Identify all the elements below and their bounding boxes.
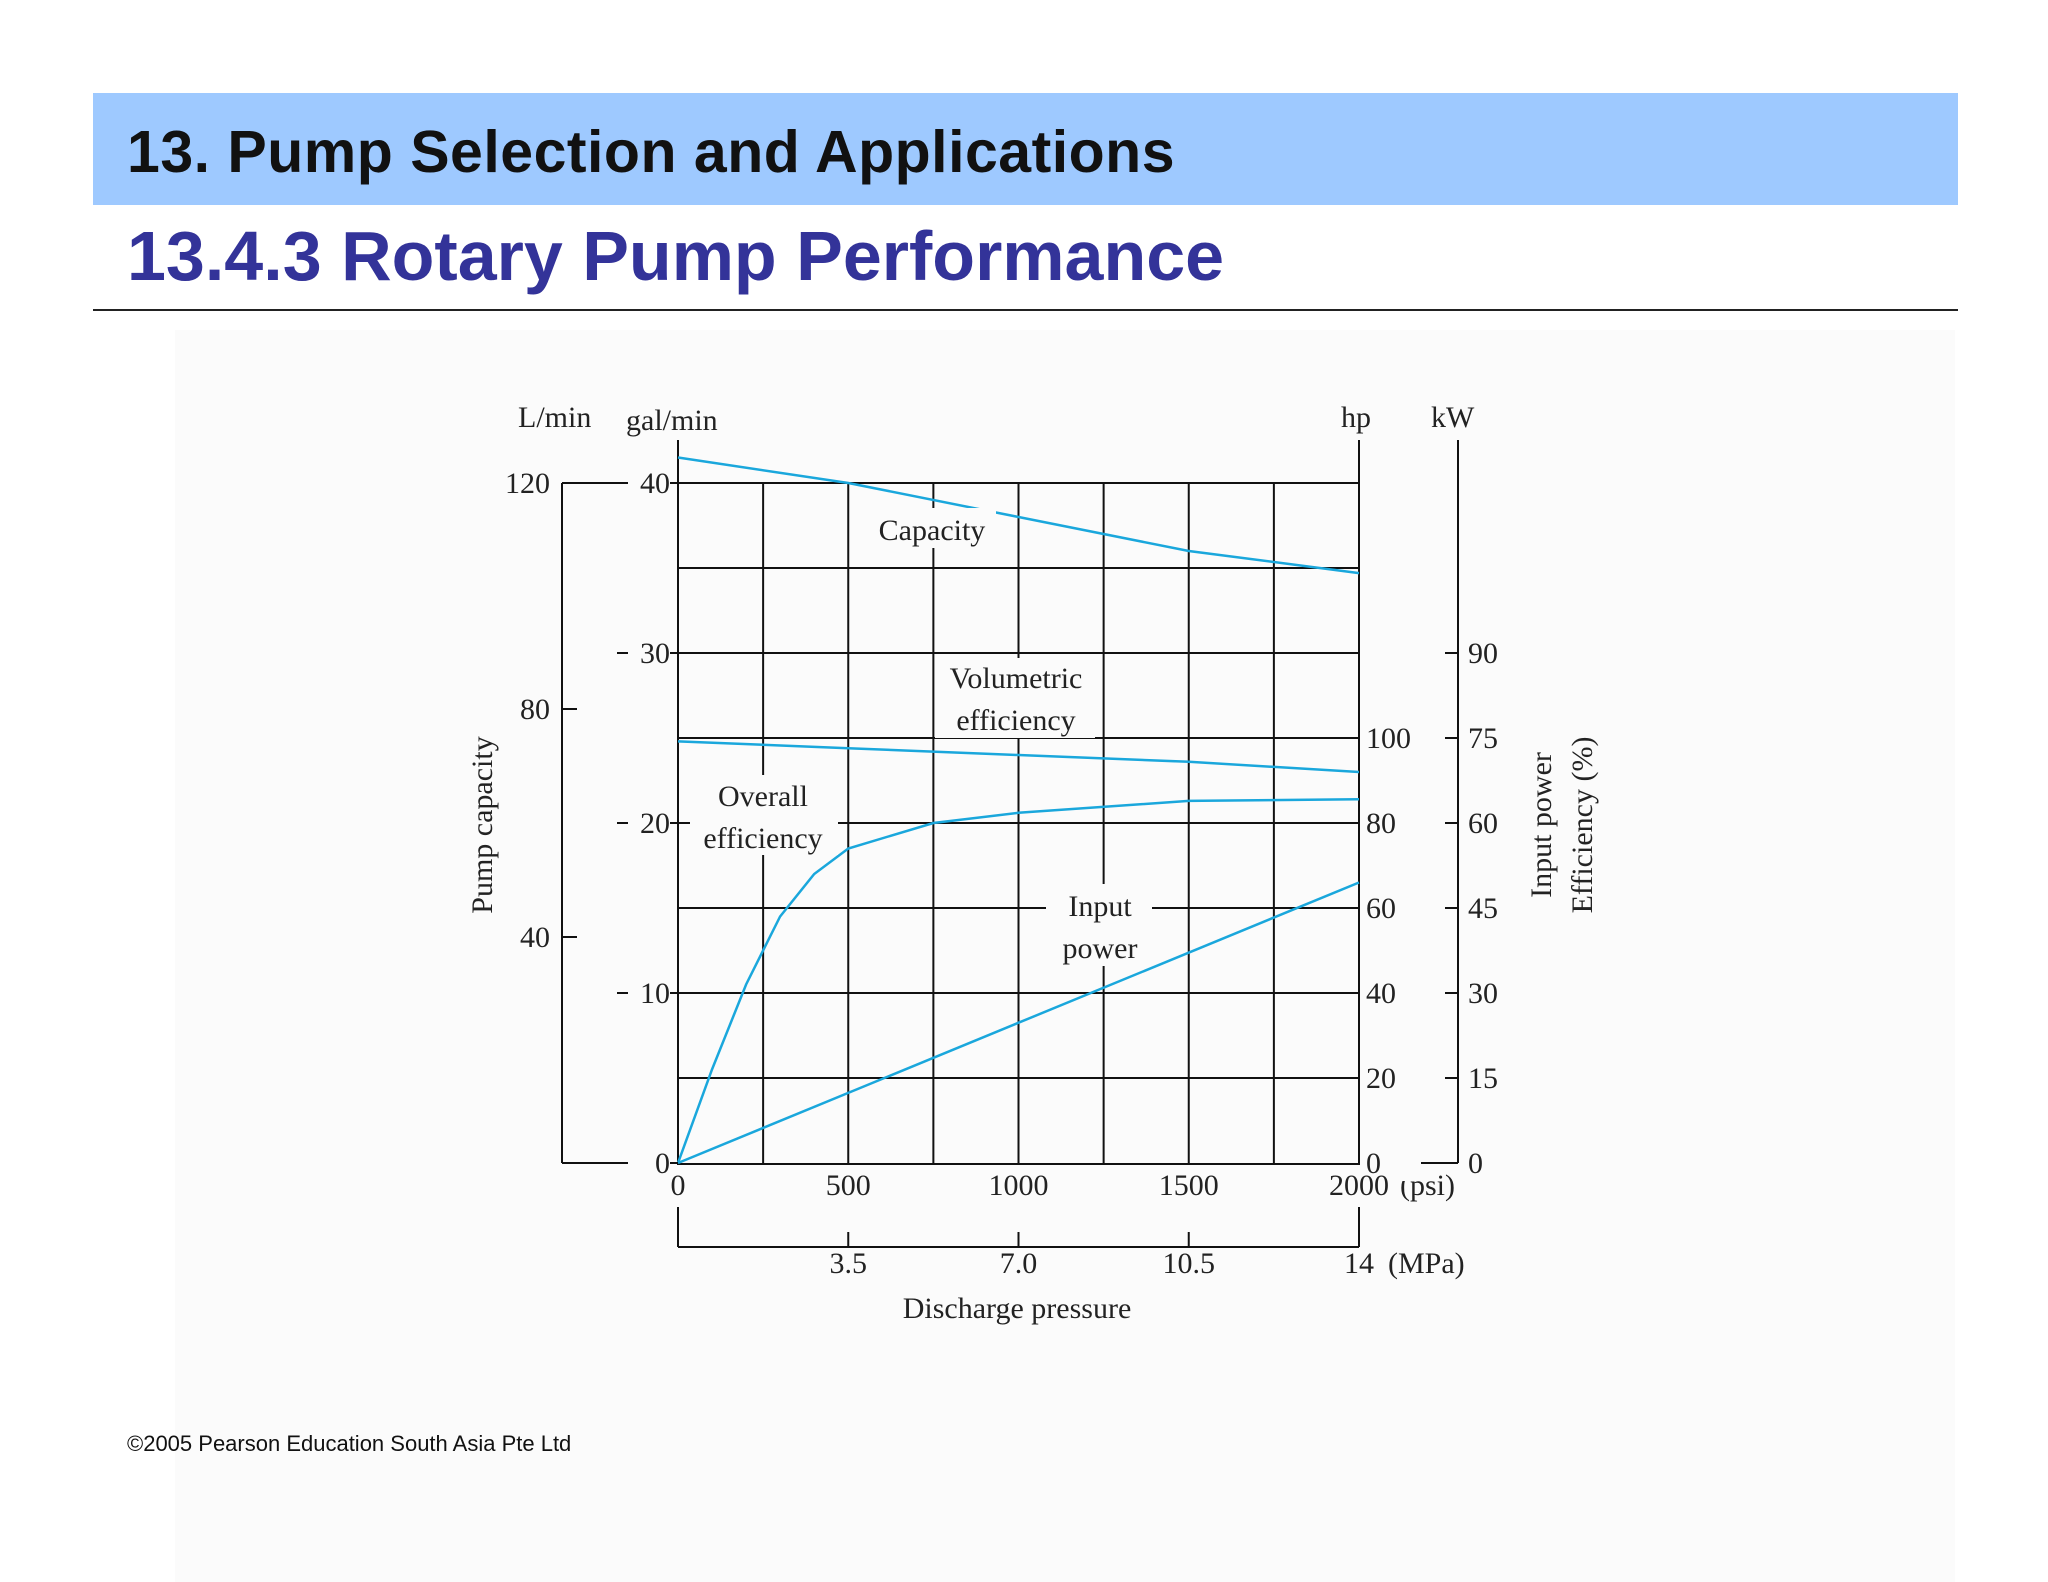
label-input-1: Input (1068, 890, 1132, 923)
input-label-bg (1046, 884, 1152, 966)
hp-tick-label-bg (1364, 803, 1416, 841)
hp-tick-label: 80 (1366, 807, 1396, 840)
pump-performance-chart: Capacity Volumetric efficiency Overall e… (466, 401, 1599, 1325)
pump-capacity-axis-title: Pump capacity (466, 736, 499, 913)
lmin-tick-label: 40 (520, 921, 550, 954)
unit-mpa: (MPa) (1388, 1247, 1465, 1280)
psi-tick-label: 2000 (1329, 1169, 1389, 1202)
overall-efficiency-line (676, 797, 1360, 1164)
kw-tick-label: 60 (1468, 807, 1498, 840)
hp-tick-label: 40 (1366, 977, 1396, 1010)
mpa-tick-label: 14 (1344, 1247, 1374, 1280)
unit-galmin: gal/min (626, 404, 718, 437)
psi-tick-label: 1500 (1159, 1169, 1219, 1202)
galmin-tick-label: 40 (640, 467, 670, 500)
chart-panel: Capacity Volumetric efficiency Overall e… (175, 330, 1955, 1582)
kw-tick-label: 90 (1468, 637, 1498, 670)
slide-heading: 13. Pump Selection and Applications (127, 119, 1176, 185)
efficiency-axis-title: Efficiency (%) (1566, 737, 1599, 914)
overall-label-bg (690, 775, 838, 855)
label-volumetric-1: Volumetric (950, 662, 1083, 695)
label-overall-1: Overall (718, 780, 808, 813)
kw-tick-label: 75 (1468, 722, 1498, 755)
header-band (93, 93, 1958, 205)
copyright-footer: ©2005 Pearson Education South Asia Pte L… (127, 1431, 572, 1456)
galmin-tick-label-bg (628, 463, 670, 501)
hp-tick-label: 0 (1366, 1147, 1381, 1180)
hp-tick-label-bg (1364, 973, 1416, 1011)
label-volumetric-2: efficiency (956, 704, 1075, 737)
capacity-line (677, 456, 1360, 575)
kw-tick-label: 45 (1468, 892, 1498, 925)
title-divider (93, 309, 1958, 311)
capacity-label-bg (868, 508, 996, 548)
input-power-line (677, 881, 1360, 1165)
slide-subheading: 13.4.3 Rotary Pump Performance (127, 217, 1225, 295)
volumetric-efficiency-line (677, 740, 1360, 774)
galmin-tick-label: 30 (640, 637, 670, 670)
galmin-tick-label-bg (628, 1143, 670, 1181)
volumetric-label-bg (935, 658, 1095, 738)
lmin-tick-label: 80 (520, 693, 550, 726)
hp-tick-label-bg (1364, 1143, 1416, 1181)
hp-tick-label-bg (1364, 888, 1416, 926)
galmin-tick-label-bg (628, 803, 670, 841)
galmin-tick-label-bg (628, 973, 670, 1011)
kw-tick-label: 0 (1468, 1147, 1483, 1180)
label-capacity: Capacity (879, 514, 986, 547)
hp-tick-label: 100 (1366, 722, 1411, 755)
hp-tick-label-bg (1364, 718, 1416, 756)
galmin-tick-label: 0 (655, 1147, 670, 1180)
mpa-tick-label: 10.5 (1163, 1247, 1216, 1280)
kw-tick-label: 30 (1468, 977, 1498, 1010)
unit-hp: hp (1341, 401, 1371, 434)
hp-tick-label-bg (1364, 1058, 1416, 1096)
lmin-tick-label: 120 (505, 467, 550, 500)
hp-tick-label: 60 (1366, 892, 1396, 925)
series-group (676, 456, 1360, 1165)
mpa-tick-label: 7.0 (1000, 1247, 1038, 1280)
x-axis-title: Discharge pressure (903, 1292, 1132, 1325)
psi-tick-label: 500 (826, 1169, 871, 1202)
label-input-2: power (1063, 932, 1138, 965)
psi-tick-label: 1000 (989, 1169, 1049, 1202)
galmin-tick-label-bg (628, 633, 670, 671)
input-power-axis-title: Input power (1525, 752, 1558, 898)
unit-kw: kW (1431, 401, 1475, 434)
label-overall-2: efficiency (703, 822, 822, 855)
unit-lmin: L/min (518, 401, 591, 434)
galmin-tick-label: 10 (640, 977, 670, 1010)
mpa-ticks (847, 1232, 1190, 1247)
kw-ticks (1445, 652, 1458, 1079)
kw-tick-label: 15 (1468, 1062, 1498, 1095)
psi-tick-label: 0 (671, 1169, 686, 1202)
hp-tick-label: 20 (1366, 1062, 1396, 1095)
mpa-tick-label: 3.5 (830, 1247, 868, 1280)
galmin-tick-label: 20 (640, 807, 670, 840)
